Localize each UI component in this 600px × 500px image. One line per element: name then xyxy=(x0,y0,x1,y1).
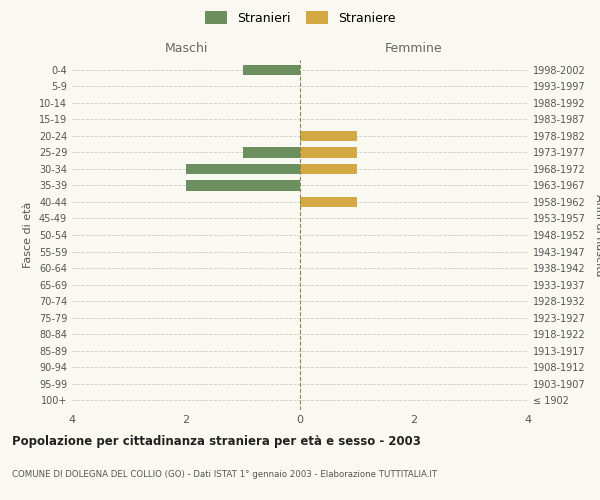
Bar xyxy=(243,64,300,76)
Bar xyxy=(243,147,300,158)
Legend: Stranieri, Straniere: Stranieri, Straniere xyxy=(199,6,401,30)
Text: Popolazione per cittadinanza straniera per età e sesso - 2003: Popolazione per cittadinanza straniera p… xyxy=(12,435,421,448)
Text: Femmine: Femmine xyxy=(385,42,443,55)
Bar xyxy=(186,164,300,174)
Bar xyxy=(300,130,357,141)
Text: Maschi: Maschi xyxy=(164,42,208,55)
Bar xyxy=(186,180,300,191)
Bar xyxy=(300,196,357,207)
Bar xyxy=(300,164,357,174)
Bar xyxy=(300,147,357,158)
Y-axis label: Anni di nascita: Anni di nascita xyxy=(594,194,600,276)
Y-axis label: Fasce di età: Fasce di età xyxy=(23,202,33,268)
Text: COMUNE DI DOLEGNA DEL COLLIO (GO) - Dati ISTAT 1° gennaio 2003 - Elaborazione TU: COMUNE DI DOLEGNA DEL COLLIO (GO) - Dati… xyxy=(12,470,437,479)
